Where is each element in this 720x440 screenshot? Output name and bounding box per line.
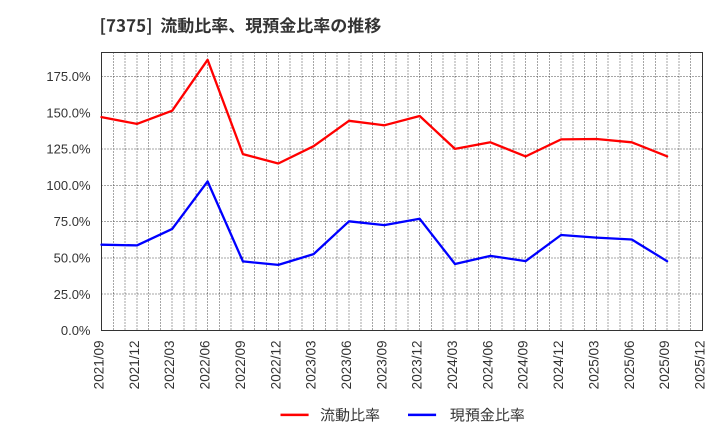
svg-text:2022/09: 2022/09 bbox=[233, 341, 248, 390]
svg-text:2023/03: 2023/03 bbox=[304, 341, 319, 390]
svg-text:2022/06: 2022/06 bbox=[198, 341, 213, 390]
svg-text:150.0%: 150.0% bbox=[46, 105, 91, 120]
svg-text:100.0%: 100.0% bbox=[46, 178, 91, 193]
svg-text:2023/12: 2023/12 bbox=[410, 341, 425, 390]
svg-text:2023/06: 2023/06 bbox=[339, 341, 354, 390]
svg-text:0.0%: 0.0% bbox=[61, 323, 91, 338]
svg-text:2024/12: 2024/12 bbox=[551, 341, 566, 390]
svg-text:2025/09: 2025/09 bbox=[657, 341, 672, 390]
svg-text:2021/12: 2021/12 bbox=[127, 341, 142, 390]
svg-text:2024/06: 2024/06 bbox=[480, 341, 495, 390]
svg-text:2025/03: 2025/03 bbox=[586, 341, 601, 390]
svg-text:2021/09: 2021/09 bbox=[92, 341, 107, 390]
svg-text:2022/12: 2022/12 bbox=[268, 341, 283, 390]
svg-text:2024/03: 2024/03 bbox=[445, 341, 460, 390]
svg-text:2022/03: 2022/03 bbox=[162, 341, 177, 390]
svg-text:125.0%: 125.0% bbox=[46, 142, 91, 157]
svg-text:2025/12: 2025/12 bbox=[693, 341, 708, 390]
svg-text:50.0%: 50.0% bbox=[54, 251, 91, 266]
svg-text:175.0%: 175.0% bbox=[46, 69, 91, 84]
svg-text:25.0%: 25.0% bbox=[54, 287, 91, 302]
svg-text:75.0%: 75.0% bbox=[54, 214, 91, 229]
svg-text:2025/06: 2025/06 bbox=[622, 341, 637, 390]
svg-text:2023/09: 2023/09 bbox=[374, 341, 389, 390]
svg-text:2024/09: 2024/09 bbox=[516, 341, 531, 390]
